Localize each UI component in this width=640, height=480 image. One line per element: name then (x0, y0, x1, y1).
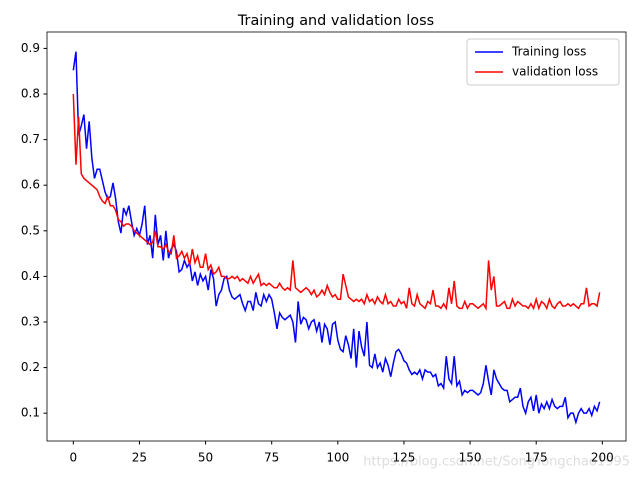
chart-title: Training and validation loss (237, 13, 434, 29)
line (72, 51, 601, 425)
y-tick-label: 0.6 (21, 178, 40, 192)
legend-label: validation loss (512, 65, 598, 79)
y-tick-label: 0.1 (21, 406, 40, 420)
x-tick-label: 125 (392, 451, 415, 465)
x-tick-label: 100 (326, 451, 349, 465)
x-tick-label: 50 (198, 451, 213, 465)
y-tick-label: 0.5 (21, 223, 40, 237)
y-tick-label: 0.8 (21, 87, 40, 101)
x-tick-label: 25 (132, 451, 147, 465)
legend-label: Training loss (511, 45, 586, 59)
x-tick-label: 200 (591, 451, 614, 465)
legend-box (466, 38, 620, 86)
x-tick-label: 175 (525, 451, 548, 465)
y-tick-label: 0.9 (21, 41, 40, 55)
plot-frame (46, 31, 627, 442)
y-tick-label: 0.3 (21, 314, 40, 328)
x-tick-label: 0 (69, 451, 77, 465)
x-tick-label: 75 (264, 451, 279, 465)
line (72, 93, 601, 311)
x-tick-label: 150 (459, 451, 482, 465)
y-tick-label: 0.4 (21, 269, 40, 283)
y-tick-label: 0.2 (21, 360, 40, 374)
watermark: https://blog.csdn.net/SongYongchao1995 (363, 455, 630, 470)
y-tick-label: 0.7 (21, 132, 40, 146)
